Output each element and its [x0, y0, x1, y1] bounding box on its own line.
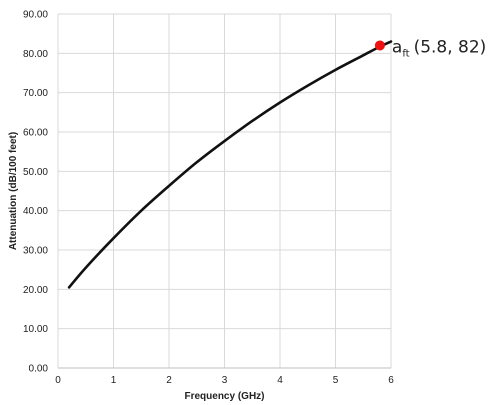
- y-tick-label: 10.00: [23, 324, 48, 335]
- annotation-layer: aft (5.8, 82): [374, 37, 486, 59]
- axis-layer: [57, 14, 391, 369]
- y-tick-label: 80.00: [23, 49, 48, 60]
- y-tick-label: 0.00: [29, 364, 49, 375]
- tick-labels: 0.00 10.00 20.00 30.00 40.00 50.00 60.00 70.00 8…: [23, 10, 394, 387]
- series-layer: [67, 40, 393, 289]
- x-tick-label: 4: [277, 375, 283, 386]
- y-tick-label: 40.00: [23, 206, 48, 217]
- x-tick-label: 1: [111, 375, 117, 386]
- highlight-point-marker: [374, 40, 385, 51]
- x-axis-title: Frequency (GHz): [184, 391, 264, 402]
- highlight-point-label: aft (5.8, 82): [392, 37, 486, 59]
- highlight-label-coords: (5.8, 82): [414, 37, 487, 57]
- x-tick-label: 3: [222, 375, 228, 386]
- x-tick-label: 2: [166, 375, 172, 386]
- highlight-label-subscript: ft: [402, 48, 409, 59]
- y-tick-label: 20.00: [23, 285, 48, 296]
- x-tick-label: 5: [333, 375, 339, 386]
- attenuation-series-line: [67, 40, 393, 289]
- y-tick-label: 70.00: [23, 88, 48, 99]
- x-tick-label: 0: [55, 375, 61, 386]
- y-tick-label: 50.00: [23, 167, 48, 178]
- x-tick-label: 6: [388, 375, 394, 386]
- y-axis-title: Attenuation (dB/100 feet): [8, 132, 19, 250]
- y-tick-label: 30.00: [23, 246, 48, 257]
- y-tick-label: 90.00: [23, 10, 48, 21]
- highlight-label-main: a: [392, 37, 402, 57]
- y-tick-label: 60.00: [23, 128, 48, 139]
